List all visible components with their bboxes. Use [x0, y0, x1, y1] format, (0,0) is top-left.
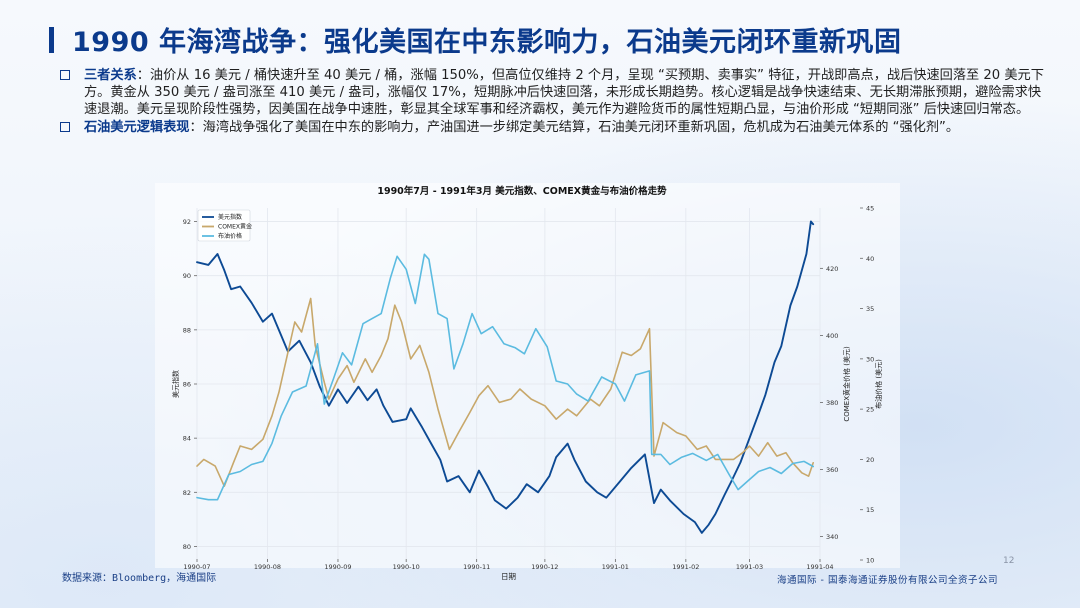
company-footer: 海通国际 - 国泰海通证券股份有限公司全资子公司 [777, 575, 998, 586]
bullet-heading: 石油美元逻辑表现 [84, 119, 190, 135]
title-accent-bar [49, 27, 54, 53]
square-bullet-icon [60, 70, 70, 80]
page-number: 12 [1003, 556, 1015, 566]
bullet-list: 三者关系：油价从 16 美元 / 桶快速升至 40 美元 / 桶，涨幅 150%… [58, 67, 1048, 136]
data-source-note: 数据来源：Bloomberg，海通国际 [62, 573, 217, 584]
bullet-text: ：海湾战争强化了美国在中东的影响力，产油国进一步绑定美元结算，石油美元闭环重新巩… [189, 119, 960, 135]
slide-title: 1990 年海湾战争：强化美国在中东影响力，石油美元闭环重新巩固 [72, 27, 902, 58]
square-bullet-icon [60, 121, 70, 132]
bullet-relationship: 三者关系：油价从 16 美元 / 桶快速升至 40 美元 / 桶，涨幅 150%… [58, 67, 1048, 119]
bullet-text: ：油价从 16 美元 / 桶快速升至 40 美元 / 桶，涨幅 150%，但高位… [84, 68, 1044, 118]
bullet-heading: 三者关系 [84, 68, 137, 83]
bullet-petrodollar: 石油美元逻辑表现：海湾战争强化了美国在中东的影响力，产油国进一步绑定美元结算，石… [58, 119, 1048, 136]
